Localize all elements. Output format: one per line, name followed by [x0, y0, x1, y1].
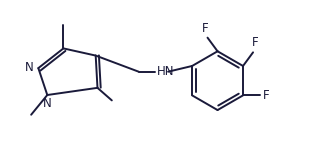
- Text: N: N: [25, 61, 33, 74]
- Text: F: F: [252, 36, 259, 50]
- Text: N: N: [43, 97, 52, 110]
- Text: HN: HN: [156, 65, 174, 78]
- Text: F: F: [263, 89, 270, 102]
- Text: F: F: [202, 22, 209, 35]
